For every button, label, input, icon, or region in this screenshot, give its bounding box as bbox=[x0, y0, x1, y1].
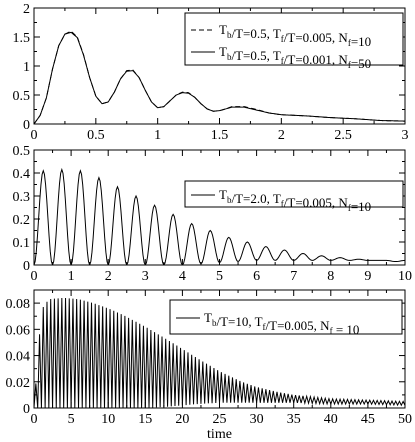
y-tick-label: 1.5 bbox=[13, 31, 31, 46]
x-tick-label: 9 bbox=[364, 269, 371, 284]
x-tick-label: 50 bbox=[398, 412, 412, 427]
x-tick-label: 25 bbox=[213, 412, 227, 427]
x-tick-label: 7 bbox=[290, 269, 297, 284]
legend-label: Tb/T=10, Tf/T=0.005, Nf = 10 bbox=[204, 310, 359, 337]
series-line-1 bbox=[34, 298, 405, 408]
x-tick-label: 3 bbox=[142, 269, 149, 284]
y-tick-label: 0.4 bbox=[13, 167, 31, 182]
x-tick-label: 35 bbox=[287, 412, 301, 427]
x-tick-label: 0.5 bbox=[87, 128, 105, 143]
y-tick-label: 0 bbox=[23, 259, 30, 274]
x-tick-label: 2 bbox=[105, 269, 112, 284]
x-tick-label: 15 bbox=[138, 412, 152, 427]
legend-label: Tb/T=0.5, Tf/T=0.005, Nf=10 bbox=[219, 22, 371, 49]
x-tick-label: 20 bbox=[175, 412, 189, 427]
panel-3: 0 5 10 15 20 25 30 35 40 45 50 0 0.02 0.04 0.06 0.08 Tb/… bbox=[6, 289, 412, 442]
panel-1: 0 0.5 1 1.5 2 2.5 3 0 0.5 1 1.5 2 Tb/T=0.5, Tf/T=0.0… bbox=[13, 2, 409, 143]
x-tick-label: 45 bbox=[361, 412, 375, 427]
legend-box bbox=[184, 180, 404, 208]
x-tick-label: 40 bbox=[324, 412, 338, 427]
x-tick-label: 5 bbox=[216, 269, 223, 284]
x-tick-label: 6 bbox=[253, 269, 260, 284]
x-tick-label: 1.5 bbox=[211, 128, 229, 143]
y-tick-label: 0.02 bbox=[6, 376, 31, 391]
y-tick-label: 0.06 bbox=[6, 323, 31, 338]
x-tick-label: 8 bbox=[327, 269, 334, 284]
x-tick-label: 1 bbox=[154, 128, 161, 143]
x-tick-label: 1 bbox=[68, 269, 75, 284]
legend-box bbox=[169, 299, 403, 335]
y-tick-label: 0.1 bbox=[13, 236, 31, 251]
x-tick-label: 4 bbox=[179, 269, 186, 284]
x-tick-label: 3 bbox=[402, 128, 409, 143]
y-tick-label: 2 bbox=[23, 2, 30, 17]
x-tick-label: 10 bbox=[398, 269, 412, 284]
x-tick-label: 2.5 bbox=[334, 128, 352, 143]
x-axis-title: time bbox=[207, 427, 232, 442]
x-tick-label: 10 bbox=[101, 412, 115, 427]
legend-label: Tb/T=2.0, Tf/T=0.005, Nf=10 bbox=[219, 187, 371, 214]
y-tick-label: 0.5 bbox=[13, 89, 31, 104]
series-line-1 bbox=[34, 167, 405, 265]
legend-box bbox=[184, 12, 404, 66]
legend-label: Tb/T=0.5, Tf/T=0.001, Nf=50 bbox=[219, 44, 371, 71]
x-tick-label: 30 bbox=[250, 412, 264, 427]
panel-2: 0 1 2 3 4 5 6 7 8 9 10 0 0.1 0.2 0.3 0.4 0.5 Tb/T=2.0, Tf… bbox=[13, 144, 413, 284]
x-tick-label: 0 bbox=[31, 269, 38, 284]
y-tick-label: 0.5 bbox=[13, 144, 31, 159]
x-tick-label: 0 bbox=[31, 412, 38, 427]
x-tick-label: 2 bbox=[278, 128, 285, 143]
y-tick-label: 0.08 bbox=[6, 297, 31, 312]
y-tick-label: 0.2 bbox=[13, 213, 31, 228]
y-tick-label: 0 bbox=[23, 118, 30, 133]
y-tick-label: 0 bbox=[23, 402, 30, 417]
x-tick-label: 5 bbox=[68, 412, 75, 427]
y-tick-label: 0.3 bbox=[13, 190, 31, 205]
y-tick-label: 1 bbox=[23, 60, 30, 75]
x-tick-label: 0 bbox=[31, 128, 38, 143]
series-line-2 bbox=[34, 31, 405, 124]
y-tick-label: 0.04 bbox=[6, 350, 31, 365]
